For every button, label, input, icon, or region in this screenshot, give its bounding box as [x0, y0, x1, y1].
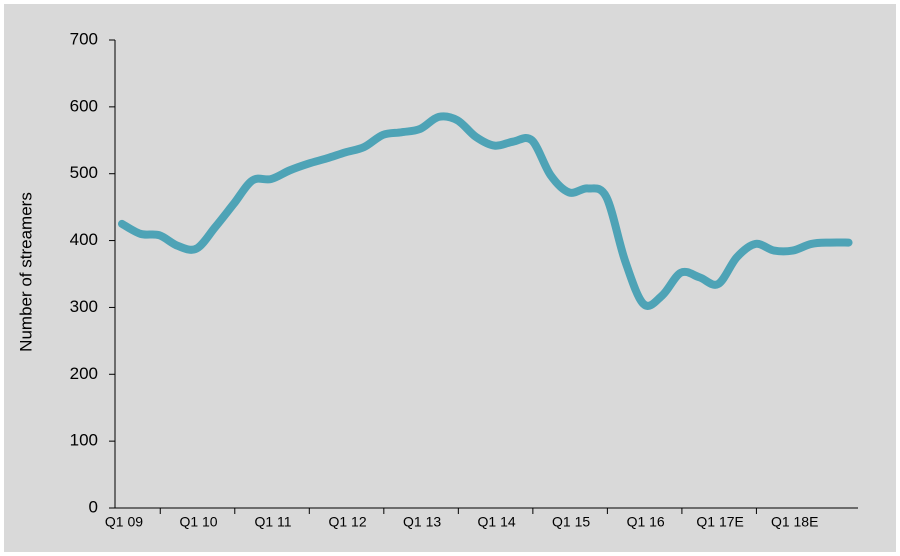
y-tick-label: 200 [70, 364, 98, 383]
x-tick-label: Q1 13 [403, 514, 441, 530]
y-tick-label: 700 [70, 29, 98, 48]
x-tick-label: Q1 14 [478, 514, 516, 530]
plot-background [4, 4, 896, 552]
x-tick-label: Q1 11 [254, 514, 291, 530]
x-tick-label: Q1 15 [552, 514, 590, 530]
line-series [118, 112, 853, 310]
y-tick-label: 0 [89, 497, 98, 516]
y-axis-label: Number of streamers [16, 192, 35, 352]
x-tick-label: Q1 18E [771, 514, 818, 530]
y-tick-label: 600 [70, 96, 98, 115]
x-tick-label: Q1 17E [696, 514, 743, 530]
y-tick-label: 300 [70, 297, 98, 316]
y-tick-label: 400 [70, 230, 98, 249]
y-tick-label: 100 [70, 431, 98, 450]
x-tick-label: Q1 09 [105, 514, 143, 530]
x-tick-label: Q1 10 [179, 514, 217, 530]
y-tick-label: 500 [70, 163, 98, 182]
x-tick-label: Q1 12 [328, 514, 366, 530]
x-tick-label: Q1 16 [627, 514, 665, 530]
